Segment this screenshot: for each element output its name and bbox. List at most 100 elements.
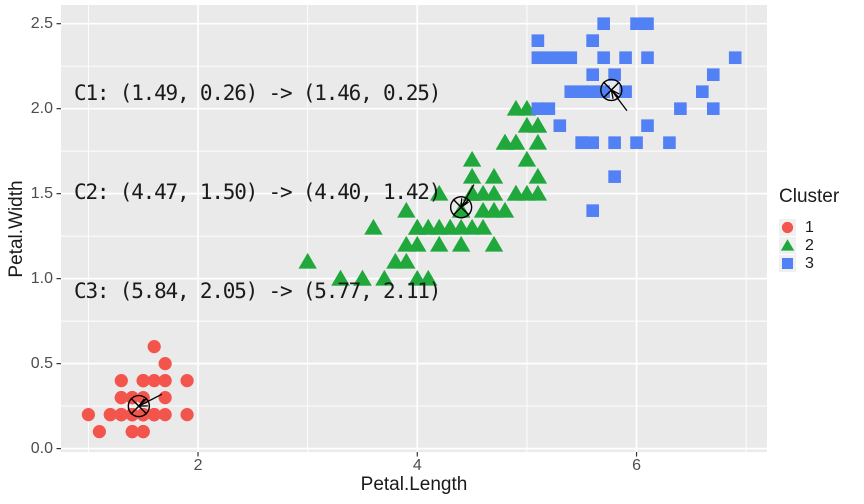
data-point-cluster-3 (674, 102, 687, 115)
data-point-cluster-3 (706, 68, 720, 81)
data-point-cluster-3 (531, 51, 545, 64)
data-point-cluster-3 (630, 136, 643, 149)
data-point-cluster-2 (353, 269, 372, 286)
annotation-line-c1: C1: (1.49, 0.26) -> (1.46, 0.25) (74, 81, 441, 105)
data-point-cluster-3 (641, 119, 654, 132)
data-point-cluster-2 (528, 133, 548, 150)
data-point-cluster-2 (440, 218, 460, 235)
data-point-cluster-2 (451, 201, 471, 218)
data-point-cluster-3 (586, 136, 599, 149)
data-point-cluster-2 (484, 167, 504, 184)
data-point-cluster-3 (553, 51, 567, 64)
data-point-cluster-1 (114, 391, 128, 405)
data-point-cluster-1 (147, 374, 161, 388)
data-point-cluster-2 (528, 184, 548, 201)
centroid-marker-c3-circle (600, 78, 623, 102)
data-point-cluster-2 (473, 218, 493, 235)
data-point-cluster-2 (419, 218, 438, 235)
data-point-cluster-3 (696, 85, 709, 98)
data-point-cluster-2 (484, 235, 504, 252)
data-point-cluster-2 (484, 184, 504, 201)
centroid-marker-c1-circle (127, 394, 151, 418)
centroid-marker-c3-arrow-head (610, 89, 614, 99)
data-point-cluster-1 (158, 357, 172, 371)
data-point-cluster-3 (706, 102, 720, 115)
data-point-cluster-1 (158, 391, 172, 405)
data-point-cluster-3 (531, 34, 545, 47)
data-point-cluster-3 (641, 51, 654, 64)
data-point-cluster-2 (419, 269, 438, 286)
legend-item-label: 1 (805, 218, 814, 236)
data-point-cluster-2 (517, 116, 537, 133)
data-point-cluster-2 (495, 201, 515, 218)
y-tick-label: 0.0 (30, 439, 53, 457)
data-point-cluster-2 (386, 252, 405, 269)
data-point-cluster-3 (586, 68, 599, 81)
centroid-marker-c1-arrow-head (138, 398, 145, 407)
legend-title: Cluster (779, 186, 840, 207)
data-point-cluster-1 (147, 340, 161, 354)
data-point-cluster-1 (147, 408, 161, 422)
data-point-cluster-3 (663, 136, 676, 149)
data-point-cluster-2 (451, 235, 471, 252)
legend-item-3: 3 (779, 255, 864, 272)
centroid-marker-c2-arrow-shaft (460, 184, 475, 208)
data-point-cluster-2 (528, 167, 548, 184)
legend-key-triangle-icon (779, 237, 796, 254)
data-point-cluster-3 (575, 85, 589, 98)
data-point-cluster-1 (158, 374, 172, 388)
data-point-cluster-1 (136, 374, 150, 388)
y-tick-label: 1.5 (30, 184, 53, 202)
data-point-cluster-3 (619, 51, 632, 64)
y-tick-label: 0.5 (30, 354, 53, 372)
data-point-cluster-1 (125, 425, 139, 439)
centroid-marker-c3-arrow-shaft (610, 89, 628, 112)
annotation-line-c2: C2: (4.47, 1.50) -> (4.40, 1.42) (74, 180, 441, 204)
data-point-cluster-2 (430, 235, 449, 252)
data-point-cluster-1 (136, 408, 150, 422)
x-tick-label: 4 (412, 457, 422, 474)
centroid-marker-c3-arrow-head (611, 89, 620, 95)
data-point-cluster-3 (542, 102, 556, 115)
centroid-marker-c2-circle (449, 196, 473, 219)
data-point-cluster-2 (364, 218, 383, 235)
data-point-cluster-1 (114, 408, 128, 422)
y-tick-label: 1.0 (30, 269, 53, 287)
data-point-cluster-2 (506, 99, 526, 116)
data-point-cluster-1 (92, 425, 106, 439)
x-axis-title: Petal.Length (360, 474, 468, 495)
data-point-cluster-2 (495, 133, 515, 150)
data-point-cluster-2 (430, 184, 449, 201)
data-point-cluster-1 (180, 408, 194, 422)
data-point-cluster-3 (531, 102, 545, 115)
data-point-cluster-2 (473, 201, 493, 218)
data-point-cluster-3 (586, 204, 599, 217)
data-point-cluster-3 (542, 51, 556, 64)
y-tick-label: 2.0 (30, 99, 53, 117)
data-point-cluster-3 (608, 136, 621, 149)
data-point-cluster-3 (630, 17, 643, 30)
data-point-cluster-2 (331, 269, 350, 286)
data-point-cluster-3 (728, 51, 742, 64)
legend-key-square-icon (779, 255, 796, 272)
data-point-cluster-3 (597, 17, 610, 30)
data-point-cluster-2 (462, 167, 482, 184)
data-point-cluster-1 (114, 374, 128, 388)
data-point-cluster-1 (136, 391, 150, 405)
legend-item-label: 2 (805, 236, 814, 254)
data-point-cluster-1 (158, 408, 172, 422)
data-point-cluster-3 (586, 34, 599, 47)
data-point-cluster-2 (517, 150, 537, 167)
legend-item-label: 3 (805, 254, 814, 272)
data-point-cluster-1 (103, 408, 117, 422)
data-point-cluster-3 (641, 17, 654, 30)
data-point-cluster-3 (597, 51, 610, 64)
y-tick-label: 2.5 (30, 14, 53, 32)
annotation-line-c3: C3: (5.84, 2.05) -> (5.77, 2.11) (74, 279, 441, 303)
data-point-cluster-2 (408, 235, 427, 252)
centroid-marker-c1-arrow-shaft (138, 393, 163, 407)
legend-item-2: 2 (779, 237, 864, 254)
x-tick-label: 2 (193, 457, 203, 474)
